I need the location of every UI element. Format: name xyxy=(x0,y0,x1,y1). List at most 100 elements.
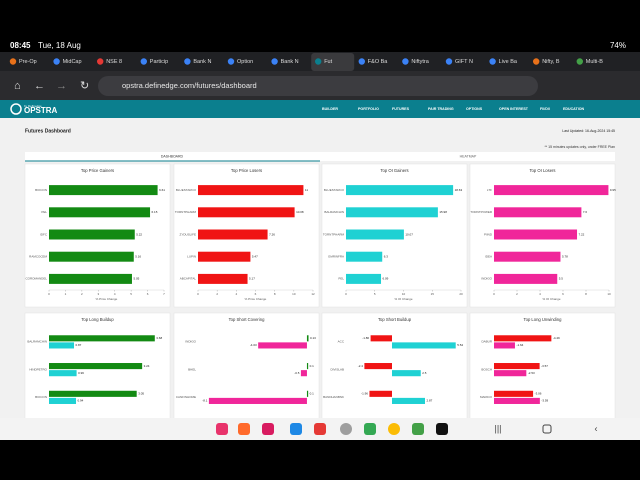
chart-title: Top Short Covering xyxy=(229,317,266,322)
tab-favicon xyxy=(402,58,409,65)
last-updated: Last Updated: 16-Aug-2024 15:45 xyxy=(562,129,615,133)
chart-title: Top OI Gainers xyxy=(380,168,408,173)
x-tick-label: 10 xyxy=(607,292,611,296)
bar xyxy=(346,207,438,218)
x-tick-label: 6 xyxy=(562,292,564,296)
bar xyxy=(494,251,561,262)
view-tab[interactable]: HEATMAP xyxy=(460,154,477,158)
x-tick-label: 7 xyxy=(163,292,165,296)
nav-item[interactable]: OPTIONS xyxy=(466,107,483,111)
x-tick-label: 4 xyxy=(539,292,541,296)
bar xyxy=(258,342,307,349)
bar xyxy=(49,370,77,377)
value-label: 5.54 xyxy=(457,343,463,347)
x-tick-label: 8 xyxy=(274,292,276,296)
app-icon[interactable] xyxy=(340,423,352,435)
bar xyxy=(198,251,251,262)
value-label: -3.57 xyxy=(541,364,548,368)
tab-title[interactable]: Option xyxy=(237,59,253,65)
value-label: 2.5 xyxy=(422,371,427,375)
y-tick-label: BANDHANBNK xyxy=(323,395,344,399)
value-label: 9.95 xyxy=(610,188,616,192)
app-icon[interactable] xyxy=(364,423,376,435)
app-icon[interactable] xyxy=(388,423,400,435)
value-label: -0.5 xyxy=(294,371,300,375)
x-tick-label: 3 xyxy=(97,292,99,296)
tab-title[interactable]: Nifty, B xyxy=(542,59,560,65)
view-tab[interactable]: DASHBOARD xyxy=(161,154,184,158)
tab-title[interactable]: NSE 8 xyxy=(106,59,122,65)
value-label: 3.05 xyxy=(138,392,144,396)
forward-button[interactable]: → xyxy=(56,80,67,92)
app-icon[interactable] xyxy=(262,423,274,435)
nav-item[interactable]: PAIR TRADING xyxy=(428,107,454,111)
y-tick-label: RAMCOCEM xyxy=(29,254,47,258)
chart-title: Top OI Losers xyxy=(529,168,555,173)
tab-title[interactable]: F&O Ba xyxy=(368,59,389,65)
x-tick-label: 10 xyxy=(402,292,406,296)
tab-title[interactable]: GIFT N xyxy=(455,59,473,65)
app-icon[interactable] xyxy=(436,423,448,435)
app-icon[interactable] xyxy=(238,423,250,435)
bar xyxy=(346,251,383,262)
tab-title[interactable]: Bank N xyxy=(281,59,299,65)
y-tick-label: BLUESTARCO xyxy=(324,188,345,192)
tab-favicon xyxy=(53,58,60,65)
nav-item[interactable]: FII/DII xyxy=(540,107,550,111)
tab-title[interactable]: Multi-B xyxy=(586,59,603,65)
nav-item[interactable]: OPEN INTEREST xyxy=(499,107,529,111)
x-axis-label: % Price Change xyxy=(96,297,118,301)
value-label: 3.24 xyxy=(144,364,150,368)
nav-item[interactable]: FUTURES xyxy=(392,107,410,111)
home-nav-button[interactable] xyxy=(542,424,552,434)
recents-button[interactable]: ||| xyxy=(494,423,501,433)
bar xyxy=(198,273,248,284)
app-icon[interactable] xyxy=(412,423,424,435)
x-tick-label: 8 xyxy=(585,292,587,296)
back-nav-button[interactable]: ‹ xyxy=(595,423,598,433)
app-icon[interactable] xyxy=(314,423,326,435)
y-tick-label: BLUESTARCO xyxy=(176,188,197,192)
value-label: -1.86 xyxy=(362,336,369,340)
tab-title[interactable]: Niftytra xyxy=(411,59,429,65)
value-label: 5.47 xyxy=(252,254,258,258)
brand[interactable]: OPSTRA xyxy=(24,106,58,115)
app-icon[interactable] xyxy=(290,423,302,435)
tab-title[interactable]: Particip xyxy=(150,59,168,65)
address-bar[interactable] xyxy=(98,76,538,96)
reload-button[interactable]: ↻ xyxy=(80,80,89,92)
x-axis-label: % OI Change xyxy=(394,297,412,301)
bar xyxy=(346,229,404,240)
y-tick-label: PEL xyxy=(338,277,344,281)
value-label: 2.87 xyxy=(427,399,433,403)
nav-item[interactable]: BUILDER xyxy=(322,107,338,111)
value-label: -8.1 xyxy=(202,399,208,403)
tab-title[interactable]: Fut xyxy=(324,59,332,65)
x-tick-label: 15 xyxy=(431,292,435,296)
x-tick-label: 0 xyxy=(48,292,50,296)
bar xyxy=(49,363,143,370)
bar xyxy=(494,207,582,218)
y-tick-label: TORNTPHARM xyxy=(175,210,197,214)
tab-title[interactable]: Live Ba xyxy=(499,59,518,65)
tab-title[interactable]: Pre-Op xyxy=(19,59,37,65)
chart-title: Top Short Buildup xyxy=(378,317,412,322)
y-tick-label: LTF xyxy=(487,188,492,192)
back-button[interactable]: ← xyxy=(34,80,45,92)
tab-title[interactable]: MidCap xyxy=(63,59,82,65)
app-dock: ||| ‹ xyxy=(216,423,598,435)
nav-item[interactable]: PORTFOLIO xyxy=(358,107,379,111)
bar xyxy=(494,342,515,349)
value-label: 6.15 xyxy=(152,210,158,214)
value-label: 18.63 xyxy=(455,188,463,192)
y-tick-label: COROMANDEL xyxy=(25,277,47,281)
tab-title[interactable]: Bank N xyxy=(193,59,211,65)
app-icon[interactable] xyxy=(216,423,228,435)
bar xyxy=(306,363,309,370)
nav-item[interactable]: EDUCATION xyxy=(563,107,585,111)
bar xyxy=(392,370,421,377)
y-tick-label: GMRINFRA xyxy=(328,254,344,258)
y-tick-label: CANFINHOME xyxy=(176,395,196,399)
home-button[interactable]: ⌂ xyxy=(14,80,21,92)
